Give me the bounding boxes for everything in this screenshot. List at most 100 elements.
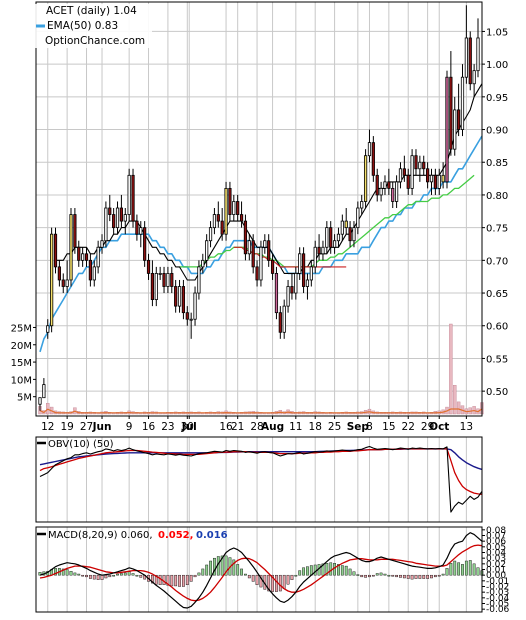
candle-body xyxy=(61,279,65,287)
candle-body xyxy=(391,187,395,202)
macd-histogram-bar xyxy=(375,573,379,576)
macd-tick-label: 0.08 xyxy=(486,526,506,536)
macd-tick-label: 0.00 xyxy=(486,571,506,581)
candle-body xyxy=(332,240,337,248)
macd-signal-value: 0.052, xyxy=(158,530,193,541)
candle-body xyxy=(65,279,69,287)
macd-histogram-bar xyxy=(430,574,433,579)
candle-body xyxy=(340,220,344,235)
macd-histogram-bar xyxy=(275,574,278,592)
candle-body xyxy=(290,286,294,294)
price-tick-label: 0.50 xyxy=(486,387,508,398)
date-tick-label: 21 xyxy=(231,421,244,433)
macd-histogram-bar xyxy=(73,572,77,576)
macd-histogram-bar xyxy=(461,564,464,576)
macd-histogram-bar xyxy=(116,573,119,576)
candle-body xyxy=(464,37,468,78)
candle-body xyxy=(282,305,286,333)
candle-body xyxy=(216,214,220,222)
macd-histogram-bar xyxy=(356,574,360,576)
candle-body xyxy=(336,233,341,242)
candle-body xyxy=(433,174,437,189)
candle-body xyxy=(398,168,403,183)
volume-bar xyxy=(449,323,453,415)
green-average-line xyxy=(179,174,475,268)
candle-body xyxy=(185,312,189,320)
macd-histogram-bar xyxy=(154,574,158,585)
macd-histogram-bar xyxy=(337,564,340,576)
candle-body xyxy=(205,240,209,261)
macd-histogram-bar xyxy=(182,574,185,587)
candle-body xyxy=(239,214,244,222)
macd-histogram-bar xyxy=(224,555,228,576)
candle-body xyxy=(104,207,108,242)
axes-layer: 0.50 0.55 0.60 0.65 0.70 0.75 0.80 0.85 0.90 0.95… xyxy=(11,1,510,615)
candle-body xyxy=(329,227,333,248)
macd-histogram-bar xyxy=(379,572,383,576)
macd-histogram-bar xyxy=(340,565,344,576)
macd-histogram-bar xyxy=(209,560,212,576)
candle-body xyxy=(460,76,465,130)
candle-body xyxy=(84,253,89,261)
candle-body xyxy=(115,207,120,229)
macd-histogram-bar xyxy=(445,568,449,576)
macd-histogram-bar xyxy=(92,574,96,580)
candle-body xyxy=(220,220,224,235)
candle-body xyxy=(402,168,406,176)
macd-tick-label: 0.07 xyxy=(486,532,506,542)
candle-body xyxy=(371,142,375,176)
macd-histogram-bar xyxy=(414,574,418,579)
price-tick-label: 0.90 xyxy=(486,126,508,137)
price-tick-label: 0.70 xyxy=(486,256,508,267)
candle-body xyxy=(437,174,441,189)
date-tick-label: 12 xyxy=(41,421,54,433)
macd-histogram-bar xyxy=(325,563,329,576)
date-tick-label: 11 xyxy=(289,421,302,433)
candle-body xyxy=(429,174,434,183)
candle-body xyxy=(50,233,54,327)
macd-line xyxy=(39,532,483,609)
candle-body xyxy=(212,214,217,229)
macd-tick-label: 0.06 xyxy=(486,537,506,547)
volume-average-line xyxy=(39,408,483,414)
candle-body xyxy=(422,161,426,170)
macd-histogram-bar xyxy=(383,573,387,576)
date-tick-label: 18 xyxy=(309,421,322,433)
macd-histogram-bar xyxy=(267,574,271,592)
macd-histogram-bar xyxy=(61,568,65,576)
candle-body xyxy=(453,109,457,150)
price-tick-label: 0.80 xyxy=(486,191,508,202)
macd-histogram-bar xyxy=(185,574,189,586)
candle-body xyxy=(426,168,430,183)
macd-histogram-bar xyxy=(290,574,294,580)
candle-body xyxy=(445,76,449,183)
candle-body xyxy=(286,286,290,307)
macd-histogram-bar xyxy=(399,574,402,578)
macd-histogram-bar xyxy=(255,574,259,586)
date-tick-label: 9 xyxy=(126,421,133,433)
macd-histogram-bar xyxy=(240,568,243,576)
macd-histogram-bar xyxy=(220,555,224,576)
candle-body xyxy=(189,318,193,321)
price-title: ACET (daily) 1.04 xyxy=(46,5,137,17)
macd-histogram-bar xyxy=(321,563,325,576)
candle-body xyxy=(112,214,116,229)
candle-body xyxy=(414,155,418,170)
candle-body xyxy=(224,187,228,235)
watermark-label: OptionChance.com xyxy=(45,35,145,47)
macd-histogram-bar xyxy=(410,574,414,580)
macd-tick-label: 0.05 xyxy=(486,543,506,553)
date-tick-label: 16 xyxy=(142,421,156,433)
candle-body xyxy=(267,240,271,261)
candle-body xyxy=(367,142,372,157)
macd-tick-label: 0.04 xyxy=(486,549,506,559)
date-tick-label: 13 xyxy=(460,421,473,433)
candle-body xyxy=(88,259,92,281)
candle-body xyxy=(352,227,356,242)
candle-body xyxy=(441,174,445,183)
volume-tick-label: 25M xyxy=(11,323,32,334)
macd-histogram-bar xyxy=(108,574,112,578)
candle-body xyxy=(170,273,174,287)
macd-histogram-bar xyxy=(88,574,92,579)
